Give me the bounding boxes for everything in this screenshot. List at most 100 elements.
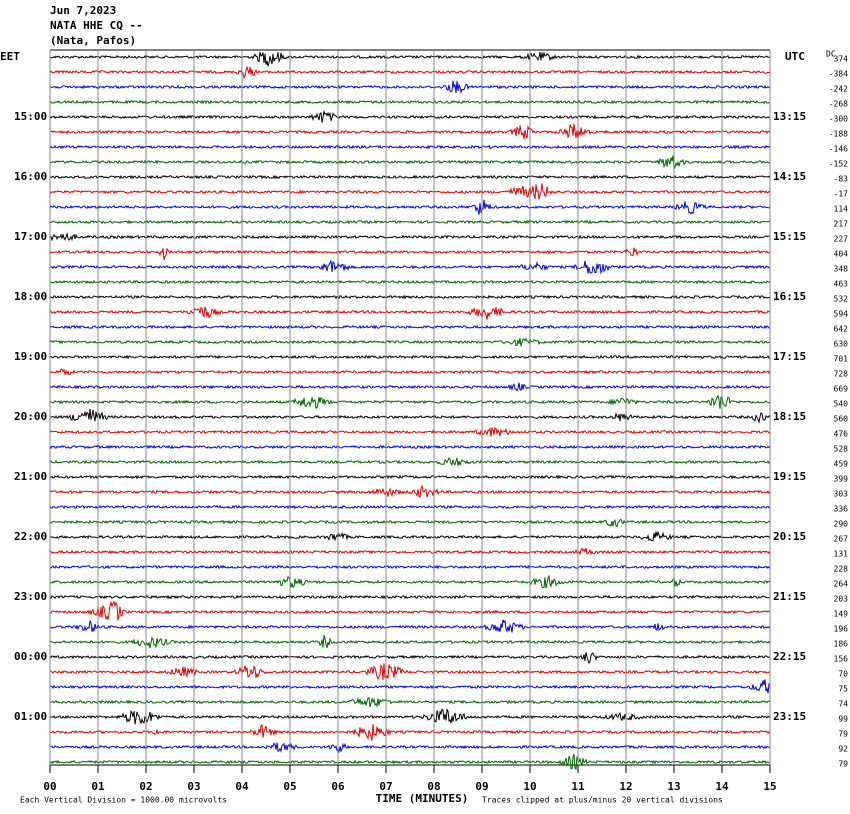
dc-offset: 459 <box>834 460 849 469</box>
trace <box>49 518 771 528</box>
dc-offset: 476 <box>834 430 849 439</box>
left-time-label: 18:00 <box>14 290 47 303</box>
dc-offset: -300 <box>829 115 848 124</box>
dc-offset: 74 <box>838 700 848 709</box>
trace <box>49 564 771 570</box>
dc-offset: 463 <box>834 280 849 289</box>
title-line: Jun 7,2023 <box>50 4 116 17</box>
trace <box>49 183 771 200</box>
left-time-label: 16:00 <box>14 170 47 183</box>
trace <box>49 199 771 215</box>
trace <box>49 80 771 95</box>
trace <box>49 382 771 392</box>
trace <box>49 708 771 725</box>
dc-offset: -83 <box>834 175 849 184</box>
trace <box>49 574 771 589</box>
trace <box>49 65 771 80</box>
left-time-label: 19:00 <box>14 350 47 363</box>
clip-note: Traces clipped at plus/minus 20 vertical… <box>482 796 723 805</box>
trace <box>49 337 771 347</box>
trace <box>49 652 771 664</box>
trace <box>49 109 770 123</box>
x-axis-label: TIME (MINUTES) <box>376 792 469 805</box>
trace <box>49 723 771 741</box>
dc-offset: 642 <box>834 325 849 334</box>
trace <box>49 219 771 225</box>
trace <box>49 484 771 499</box>
left-time-label: 22:00 <box>14 530 47 543</box>
dc-offset: 92 <box>838 745 848 754</box>
right-time-label: 16:15 <box>773 290 806 303</box>
dc-offset: -384 <box>829 70 848 79</box>
x-tick-label: 11 <box>571 780 585 793</box>
trace <box>49 426 771 437</box>
dc-offset: -242 <box>829 85 848 94</box>
trace <box>49 663 771 681</box>
trace <box>49 99 771 105</box>
x-tick-label: 03 <box>187 780 200 793</box>
right-time-label: 23:15 <box>773 710 806 723</box>
right-time-label: 21:15 <box>773 590 806 603</box>
right-time-label: 15:15 <box>773 230 806 243</box>
dc-offset: 404 <box>834 250 849 259</box>
dc-offset: -17 <box>834 190 849 199</box>
trace <box>49 354 770 360</box>
trace <box>49 306 771 320</box>
trace <box>49 294 771 300</box>
trace <box>49 279 771 285</box>
dc-offset: 728 <box>834 370 849 379</box>
dc-offset: 701 <box>834 355 849 364</box>
x-tick-label: 05 <box>283 780 296 793</box>
left-time-label: 00:00 <box>14 650 47 663</box>
dc-offset: 630 <box>834 340 849 349</box>
left-time-label: 21:00 <box>14 470 47 483</box>
x-tick-label: 09 <box>475 780 488 793</box>
x-tick-label: 14 <box>715 780 729 793</box>
dc-offset: 532 <box>834 295 849 304</box>
dc-offset: -152 <box>829 160 848 169</box>
right-time-label: 14:15 <box>773 170 806 183</box>
trace <box>49 144 771 150</box>
trace <box>49 754 771 771</box>
x-tick-label: 06 <box>331 780 345 793</box>
dc-offset: 227 <box>834 235 849 244</box>
trace <box>49 368 771 376</box>
trace <box>49 547 771 556</box>
dc-offset: 267 <box>834 535 849 544</box>
trace <box>49 174 771 180</box>
dc-offset: 669 <box>834 385 849 394</box>
x-tick-label: 12 <box>619 780 632 793</box>
right-axis-label: UTC <box>785 50 805 63</box>
x-tick-label: 00 <box>43 780 56 793</box>
left-time-label: 17:00 <box>14 230 47 243</box>
left-axis-label: EET <box>0 50 20 63</box>
dc-offset: 131 <box>834 550 849 559</box>
dc-offset: 399 <box>834 475 849 484</box>
trace <box>49 247 771 260</box>
dc-offset: -146 <box>829 145 848 154</box>
x-tick-label: 15 <box>763 780 776 793</box>
trace <box>49 444 771 450</box>
right-time-label: 20:15 <box>773 530 806 543</box>
trace <box>49 408 771 425</box>
trace <box>49 51 771 67</box>
trace <box>49 324 771 330</box>
x-tick-label: 04 <box>235 780 249 793</box>
trace <box>49 474 771 480</box>
trace <box>50 696 771 708</box>
scale-note: Each Vertical Division = 1000.00 microvo… <box>20 796 227 805</box>
title-line: (Nata, Pafos) <box>50 34 136 47</box>
trace <box>49 457 771 466</box>
dc-offset: -268 <box>829 100 848 109</box>
trace <box>49 155 771 171</box>
dc-offset: 264 <box>834 580 849 589</box>
trace <box>49 742 771 754</box>
left-time-label: 23:00 <box>14 590 47 603</box>
left-time-label: 20:00 <box>14 410 47 423</box>
dc-label: DC <box>826 50 836 59</box>
x-tick-label: 01 <box>91 780 105 793</box>
dc-offset: 560 <box>834 415 849 424</box>
dc-offset: 114 <box>834 205 849 214</box>
right-time-label: 17:15 <box>773 350 806 363</box>
